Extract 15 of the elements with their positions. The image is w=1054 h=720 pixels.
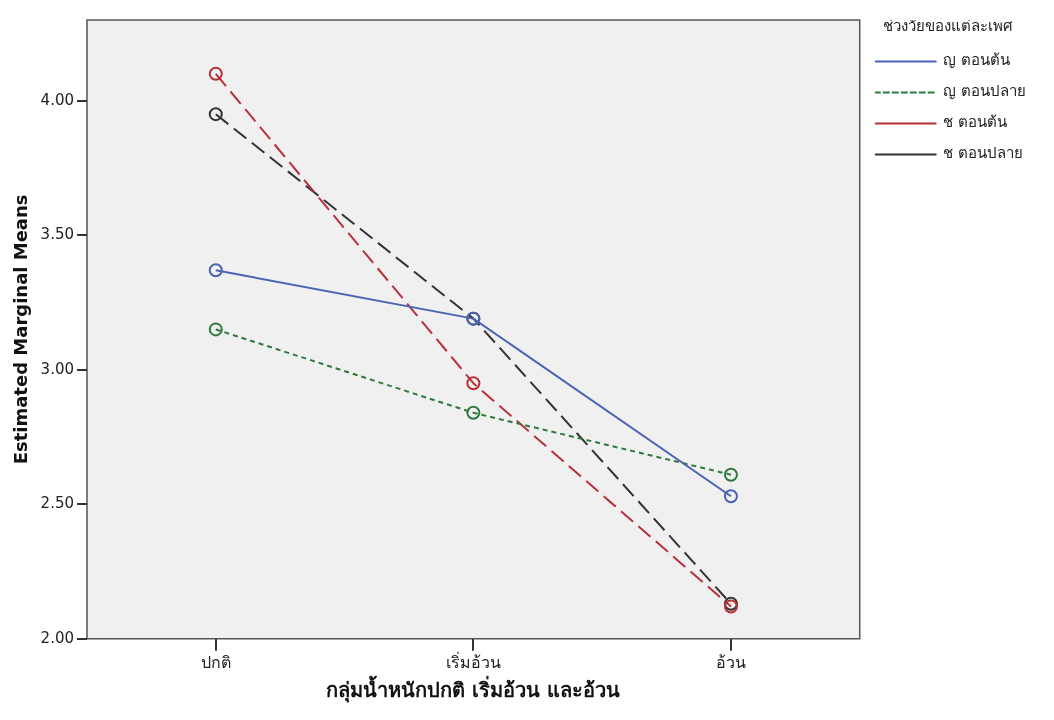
y-tick-label: 3.50 (40, 225, 74, 244)
legend-label: ญ ตอนปลาย (943, 82, 1027, 101)
legend-label: ช ตอนต้น (943, 113, 1008, 132)
y-tick-label: 4.00 (40, 90, 74, 109)
legend-label: ญ ตอนต้น (943, 51, 1011, 70)
y-axis-title: Estimated Marginal Means (10, 194, 32, 465)
legend-label: ช ตอนปลาย (943, 144, 1024, 163)
y-tick-label: 2.50 (40, 494, 74, 513)
y-tick-label: 3.00 (40, 359, 74, 378)
x-axis-title: กลุ่มน้ำหนักปกติ เริ่มอ้วน และอ้วน (326, 675, 621, 704)
x-tick-label: ปกติ (200, 652, 231, 672)
y-tick-label: 2.00 (40, 628, 74, 647)
x-tick-label: อ้วน (715, 652, 746, 672)
legend-title: ช่วงวัยของแต่ละเพศ (882, 17, 1013, 36)
x-tick-label: เริ่มอ้วน (445, 650, 501, 672)
